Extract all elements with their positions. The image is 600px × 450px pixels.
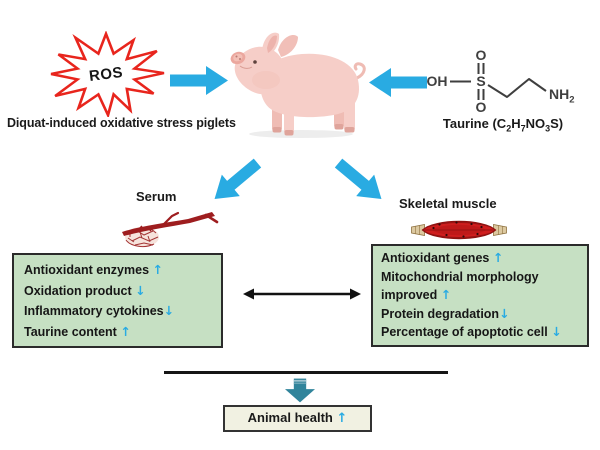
finding-label: Oxidation product xyxy=(24,283,136,298)
taurine-caption-text: NO xyxy=(525,116,546,131)
taurine-caption-text: S) xyxy=(550,116,564,131)
hydroxyl-label: OH xyxy=(427,73,448,89)
up-arrow-glyph: ↑ xyxy=(120,323,131,339)
finding-item: Inflammatory cytokines↓ xyxy=(24,301,211,322)
blood-vessel-icon xyxy=(122,211,219,248)
arrow-down-left-icon xyxy=(214,158,262,199)
muscle-findings-box: Antioxidant genes ↑ Mitochondrial morpho… xyxy=(371,244,589,347)
down-arrow-glyph: ↓ xyxy=(499,305,510,321)
finding-label: Mitochondrial morphology improved xyxy=(381,269,539,303)
finding-label: Antioxidant enzymes xyxy=(24,263,153,277)
down-arrow-glyph: ↓ xyxy=(163,303,175,318)
oxygen-top-label: O xyxy=(476,47,487,63)
taurine-structure-diagram: OH S O O NH2 xyxy=(427,47,575,115)
subscript: 2 xyxy=(506,123,512,134)
up-arrow-glyph: ↑ xyxy=(336,411,348,426)
oxidative-stress-caption: Diquat-induced oxidative stress piglets xyxy=(7,116,236,130)
piglet-image xyxy=(230,32,366,138)
summary-divider-line xyxy=(164,371,448,374)
finding-item: Mitochondrial morphology improved ↑ xyxy=(381,268,579,305)
down-arrow-glyph: ↓ xyxy=(135,282,146,298)
finding-label: Percentage of apoptotic cell xyxy=(381,325,552,339)
serum-findings-box: Antioxidant enzymes ↑ Oxidation product … xyxy=(12,253,223,348)
skeletal-muscle-icon xyxy=(411,220,507,240)
ros-starburst-icon xyxy=(50,31,165,117)
finding-item: Oxidation product ↓ xyxy=(24,281,211,302)
up-arrow-glyph: ↑ xyxy=(440,287,452,302)
up-arrow-glyph: ↑ xyxy=(492,250,504,265)
oxygen-bottom-label: O xyxy=(476,99,487,115)
serum-label: Serum xyxy=(136,189,177,204)
down-arrow-glyph: ↓ xyxy=(551,324,562,339)
sulfur-label: S xyxy=(476,73,485,89)
finding-item: Protein degradation↓ xyxy=(381,305,579,324)
finding-label: Protein degradation xyxy=(381,306,500,321)
taurine-caption-text: Taurine (C xyxy=(442,116,507,131)
animal-health-box: Animal health ↑ xyxy=(223,405,372,432)
arrow-left-icon xyxy=(369,68,427,97)
amine-label: NH2 xyxy=(549,86,575,106)
subscript: 7 xyxy=(520,123,526,134)
arrow-down-icon xyxy=(285,378,315,403)
finding-label: Inflammatory cytokines xyxy=(24,304,164,318)
subscript: 3 xyxy=(545,123,551,134)
ros-label: ROS xyxy=(88,63,124,85)
skeletal-muscle-label: Skeletal muscle xyxy=(399,196,497,211)
finding-item: Antioxidant enzymes ↑ xyxy=(24,260,211,281)
taurine-caption-text: H xyxy=(511,116,521,131)
finding-item: Antioxidant genes ↑ xyxy=(381,249,579,268)
up-arrow-glyph: ↑ xyxy=(152,262,163,277)
finding-label: Antioxidant genes xyxy=(381,251,493,265)
finding-label: Taurine content xyxy=(24,324,121,339)
finding-item: Percentage of apoptotic cell ↓ xyxy=(381,323,579,342)
double-headed-arrow-icon xyxy=(243,288,361,300)
finding-item: Taurine content ↑ xyxy=(24,322,211,343)
taurine-caption: Taurine (C2H7NO3S) xyxy=(412,116,594,134)
arrow-down-right-icon xyxy=(334,158,382,199)
arrow-right-icon xyxy=(170,66,228,95)
animal-health-label: Animal health xyxy=(247,410,337,425)
